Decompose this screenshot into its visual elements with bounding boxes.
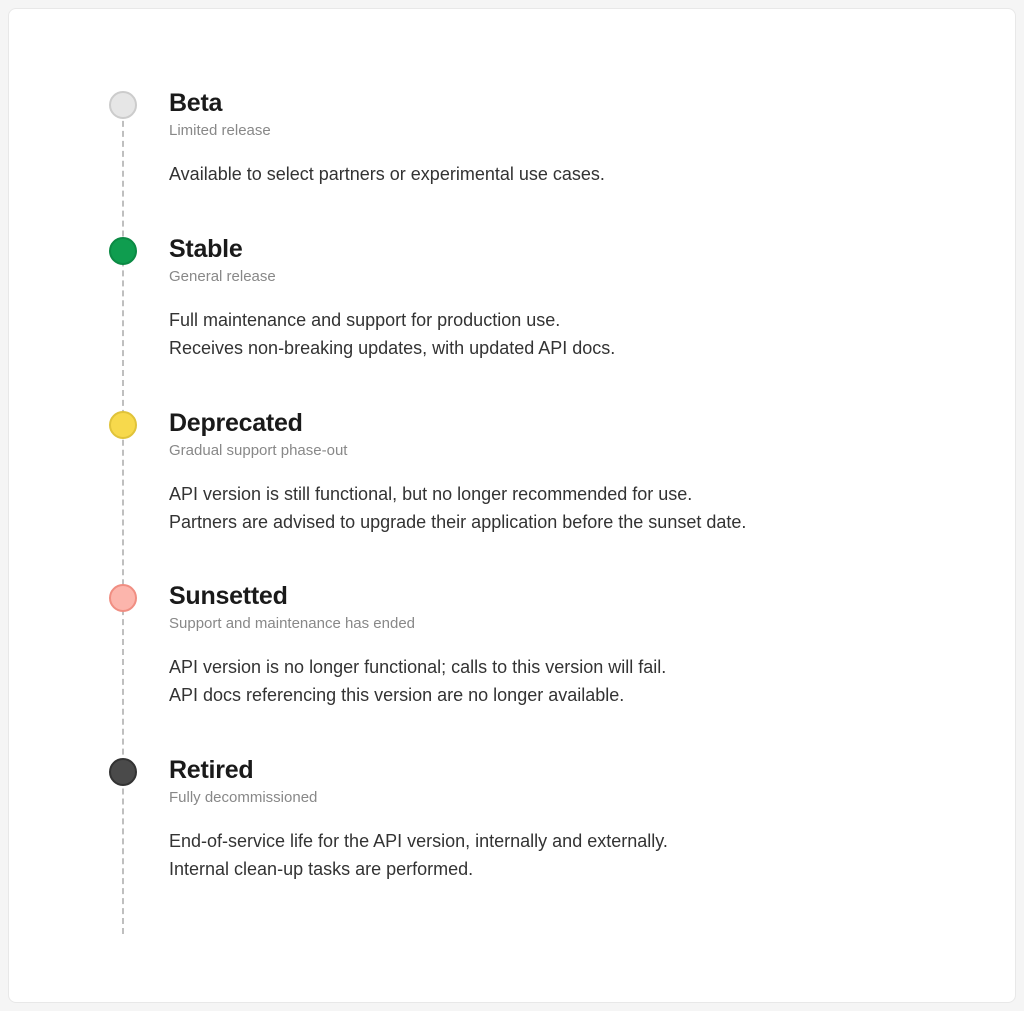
stage-title: Retired (169, 756, 915, 785)
description-line: API docs referencing this version are no… (169, 682, 915, 710)
stage-subtitle: Gradual support phase-out (169, 442, 915, 459)
stage-beta: Beta Limited release Available to select… (169, 89, 915, 189)
description-line: Full maintenance and support for product… (169, 307, 915, 335)
description-line: Partners are advised to upgrade their ap… (169, 509, 915, 537)
stage-title: Beta (169, 89, 915, 118)
stage-title: Deprecated (169, 409, 915, 438)
dot-beta (109, 91, 137, 119)
description-line: End-of-service life for the API version,… (169, 828, 915, 856)
stage-description: Available to select partners or experime… (169, 161, 915, 189)
stage-title: Stable (169, 235, 915, 264)
description-line: API version is no longer functional; cal… (169, 654, 915, 682)
dot-retired (109, 758, 137, 786)
stage-description: Full maintenance and support for product… (169, 307, 915, 363)
stage-description: API version is still functional, but no … (169, 481, 915, 537)
stage-deprecated: Deprecated Gradual support phase-out API… (169, 409, 915, 537)
stage-stable: Stable General release Full maintenance … (169, 235, 915, 363)
stage-description: API version is no longer functional; cal… (169, 654, 915, 710)
description-line: API version is still functional, but no … (169, 481, 915, 509)
description-line: Receives non-breaking updates, with upda… (169, 335, 915, 363)
stage-subtitle: Fully decommissioned (169, 789, 915, 806)
timeline-line (122, 101, 124, 934)
stage-sunsetted: Sunsetted Support and maintenance has en… (169, 582, 915, 710)
stage-subtitle: Limited release (169, 122, 915, 139)
stage-description: End-of-service life for the API version,… (169, 828, 915, 884)
dot-sunsetted (109, 584, 137, 612)
timeline-container: Beta Limited release Available to select… (109, 89, 915, 884)
lifecycle-card: Beta Limited release Available to select… (8, 8, 1016, 1003)
stage-retired: Retired Fully decommissioned End-of-serv… (169, 756, 915, 884)
dot-stable (109, 237, 137, 265)
stage-subtitle: Support and maintenance has ended (169, 615, 915, 632)
description-line: Available to select partners or experime… (169, 161, 915, 189)
stage-subtitle: General release (169, 268, 915, 285)
stage-title: Sunsetted (169, 582, 915, 611)
description-line: Internal clean-up tasks are performed. (169, 856, 915, 884)
dot-deprecated (109, 411, 137, 439)
